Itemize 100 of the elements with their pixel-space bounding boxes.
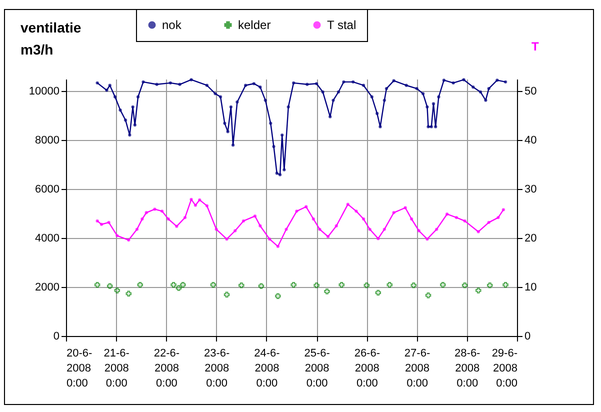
x-tick-label: 27-6-2008 0:00: [404, 348, 430, 390]
point: [295, 210, 298, 213]
y-tick-label: 0: [53, 330, 60, 342]
point: [476, 230, 480, 234]
point: [234, 229, 237, 232]
point: [166, 217, 170, 221]
x-tick-label: 22-6-2008 0:00: [154, 348, 180, 390]
point: [426, 237, 429, 241]
point: [318, 228, 322, 231]
point: [224, 292, 230, 298]
x-tick-label: 24-6-2008 0:00: [254, 348, 280, 390]
point: [376, 237, 380, 240]
x-tick-label: 28-6-2008 0:00: [454, 348, 481, 390]
point: [284, 228, 288, 231]
y-tick-label: 6000: [35, 184, 60, 196]
point: [502, 282, 508, 288]
point: [140, 217, 144, 221]
point: [392, 211, 396, 214]
point: [107, 220, 110, 224]
legend-label: nok: [162, 18, 182, 32]
point: [100, 222, 104, 226]
point: [116, 234, 119, 238]
point: [96, 219, 99, 223]
point: [463, 219, 466, 223]
point: [114, 288, 120, 294]
point: [137, 282, 143, 288]
y2-tick-label: 30: [524, 184, 537, 196]
point: [487, 220, 490, 224]
y2-tick-label: 20: [524, 232, 537, 245]
point: [198, 198, 202, 202]
point: [386, 282, 392, 288]
y-tick-label: 4000: [35, 232, 60, 245]
point: [462, 282, 468, 288]
point: [354, 210, 358, 213]
point: [275, 293, 281, 299]
point: [312, 217, 316, 221]
point: [194, 204, 198, 207]
point: [94, 282, 100, 288]
y-tick-label: 10000: [28, 86, 60, 98]
point: [107, 283, 113, 289]
point: [382, 228, 386, 231]
point: [304, 205, 308, 208]
point: [268, 237, 272, 241]
point: [183, 216, 187, 220]
point: [238, 282, 244, 288]
point: [417, 229, 420, 232]
point: [258, 224, 262, 228]
point: [346, 202, 350, 206]
point: [476, 288, 482, 294]
point: [487, 282, 493, 288]
point: [334, 224, 338, 228]
y-tick-label: 8000: [35, 134, 60, 147]
x-tick-label: 23-6-2008 0:00: [204, 348, 230, 390]
point: [410, 217, 414, 221]
point: [153, 208, 156, 211]
point: [454, 216, 458, 220]
point: [410, 282, 416, 288]
x-tick-label: 20-6-2008 0:00: [66, 348, 93, 390]
point: [276, 244, 280, 248]
y2-tick-label: 10: [524, 282, 537, 294]
point: [502, 208, 506, 212]
point: [175, 224, 178, 228]
legend-label: T stal: [327, 18, 356, 32]
point: [324, 288, 330, 294]
point: [135, 228, 139, 231]
point: [160, 210, 164, 213]
point: [205, 204, 209, 208]
y-tick-label: 2000: [35, 282, 60, 294]
x-tick-label: 26-6-2008 0:00: [354, 348, 380, 390]
point: [253, 214, 257, 218]
point: [435, 228, 438, 231]
point: [290, 282, 296, 288]
line-series: [96, 198, 506, 248]
x-tick-label: 29-6-2008 0:00: [492, 348, 518, 390]
point: [258, 283, 264, 289]
y2-tick-label: 50: [524, 86, 537, 98]
point: [170, 282, 176, 288]
point: [242, 219, 246, 223]
point: [126, 290, 132, 296]
point: [362, 217, 366, 221]
point: [190, 198, 193, 201]
point: [425, 292, 432, 298]
point: [440, 282, 446, 288]
point: [225, 237, 228, 241]
y-axis-title: ventilatie m3/h: [20, 20, 82, 58]
point: [375, 290, 381, 296]
point: [326, 235, 330, 238]
point: [314, 282, 320, 288]
point: [368, 228, 372, 231]
point: [445, 212, 449, 216]
legend-label: kelder: [238, 18, 271, 32]
point: [364, 282, 370, 288]
x-tick-label: 25-6-2008 0:00: [304, 348, 330, 390]
point: [338, 282, 344, 288]
point: [404, 206, 407, 210]
y2-tick-label: 0: [524, 330, 531, 342]
point: [214, 228, 218, 231]
point: [176, 285, 182, 291]
x-tick-label: 21-6-2008 0:00: [104, 348, 130, 390]
y2-tick-label: 40: [524, 134, 537, 147]
